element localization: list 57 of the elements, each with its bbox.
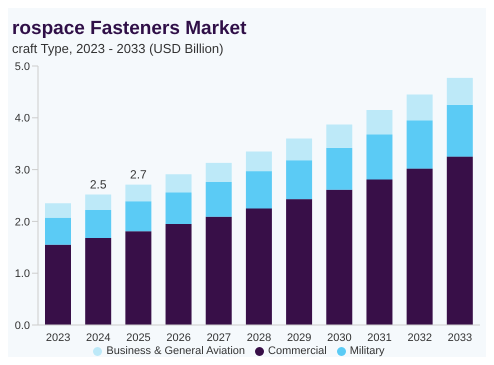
bar <box>406 94 433 120</box>
bar <box>166 174 192 192</box>
bar <box>326 124 352 148</box>
bar <box>45 218 71 245</box>
bar <box>206 216 232 325</box>
total-label: 2.5 <box>90 177 107 192</box>
bar <box>125 201 152 232</box>
x-tick-label: 2030 <box>327 332 352 344</box>
bar <box>206 182 232 217</box>
bar <box>45 244 71 325</box>
x-tick-label: 2029 <box>286 332 312 344</box>
y-tick-label: 4.0 <box>14 112 30 125</box>
bar <box>45 203 71 218</box>
bar <box>326 190 352 325</box>
y-tick-label: 5.0 <box>14 60 30 73</box>
bar <box>125 231 152 325</box>
bar <box>366 179 392 325</box>
x-tick-label: 2033 <box>448 332 472 344</box>
y-tick-label: 3.0 <box>14 164 30 177</box>
x-tick-label: 2028 <box>246 332 272 344</box>
y-tick-label: 2.0 <box>14 216 30 228</box>
total-label: 2.7 <box>130 168 148 182</box>
bar <box>366 134 392 180</box>
bar <box>206 162 232 182</box>
bar <box>166 224 192 325</box>
bar <box>326 148 352 190</box>
bar <box>85 238 112 325</box>
chart-title: rospace Fasteners Market <box>12 18 246 40</box>
x-tick-label: 2024 <box>86 332 111 344</box>
legend-label: Commercial <box>268 345 327 357</box>
bar <box>85 194 112 210</box>
bar <box>125 184 152 202</box>
y-tick-label: 0.0 <box>14 320 30 332</box>
bar <box>246 208 272 325</box>
bar <box>406 168 433 325</box>
bar <box>246 151 272 172</box>
bar <box>446 156 473 325</box>
legend-label: Military <box>350 345 385 357</box>
x-tick-label: 2027 <box>206 332 232 344</box>
bar <box>286 138 312 160</box>
bar <box>286 160 312 200</box>
x-tick-label: 2025 <box>126 332 151 344</box>
bar <box>406 120 433 169</box>
x-tick-label: 2023 <box>46 332 70 344</box>
bar <box>85 210 112 238</box>
y-tick-label: 1.0 <box>14 268 30 280</box>
chart-subtitle: craft Type, 2023 - 2033 (USD Billion) <box>12 41 224 56</box>
bar <box>286 199 312 325</box>
bar <box>446 104 473 157</box>
x-tick-label: 2031 <box>367 332 392 344</box>
bar <box>246 171 272 208</box>
bar <box>366 110 392 134</box>
x-tick-label: 2032 <box>407 332 432 344</box>
legend-label: Business & General Aviation <box>106 345 246 357</box>
bar <box>166 192 192 224</box>
bar <box>446 78 473 105</box>
x-tick-label: 2026 <box>166 332 191 344</box>
